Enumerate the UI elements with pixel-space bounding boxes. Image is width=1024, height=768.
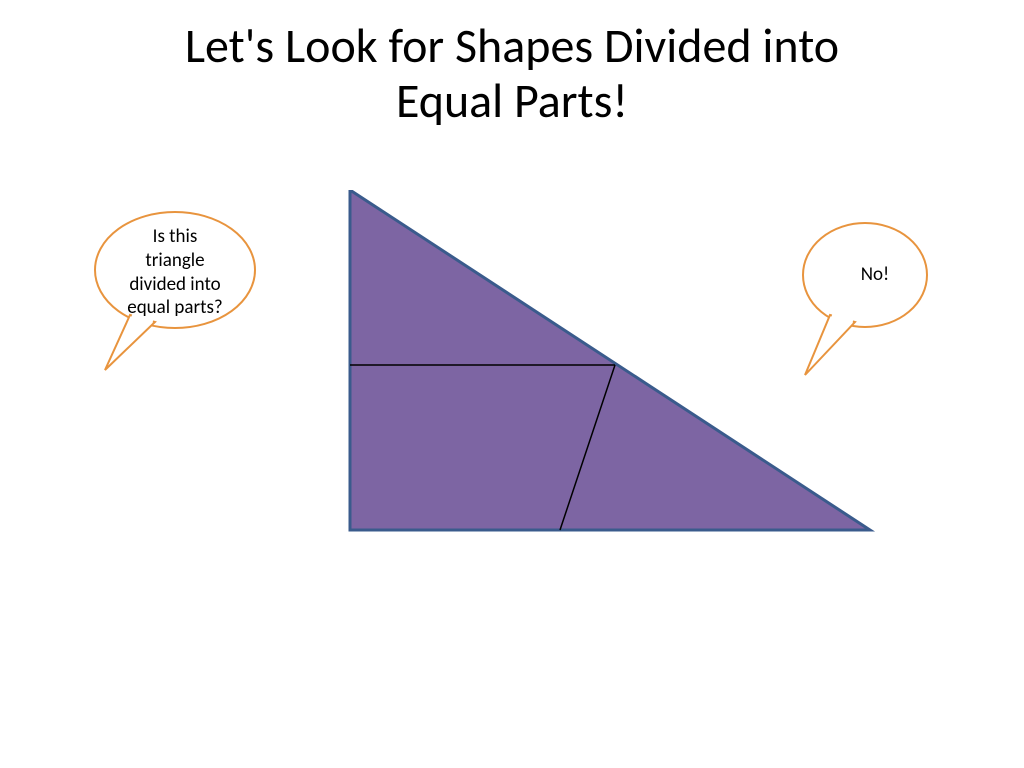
q-line-0: Is this bbox=[153, 225, 198, 248]
diagram-area: Is this triangle divided into equal part… bbox=[0, 190, 1024, 590]
answer-bubble-tail bbox=[805, 315, 855, 375]
a-text: No! bbox=[861, 263, 889, 286]
answer-text: No! bbox=[800, 263, 950, 287]
question-text: Is this triangle divided into equal part… bbox=[100, 225, 250, 320]
question-bubble-tail bbox=[105, 315, 155, 370]
q-line-2: divided into bbox=[129, 273, 220, 296]
title-line-2: Equal Parts! bbox=[396, 71, 628, 130]
q-line-1: triangle bbox=[145, 249, 204, 272]
slide-title: Let's Look for Shapes Divided into Equal… bbox=[0, 0, 1024, 128]
answer-bubble bbox=[780, 215, 960, 415]
title-line-1: Let's Look for Shapes Divided into bbox=[185, 16, 839, 75]
q-line-3: equal parts? bbox=[127, 296, 222, 319]
